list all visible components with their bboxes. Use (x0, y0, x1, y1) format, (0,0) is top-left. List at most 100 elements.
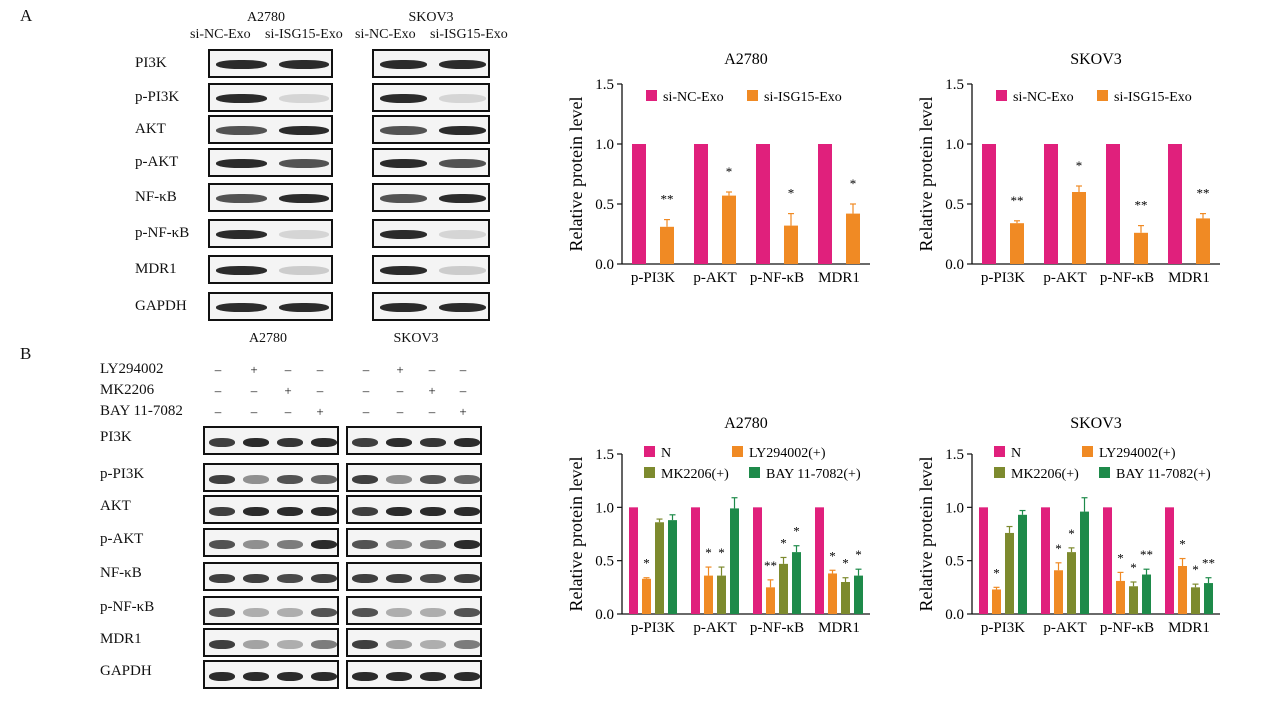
blot-row-label: AKT (135, 121, 166, 137)
blot-strip-p-nf-kb (208, 219, 333, 248)
legend-label: LY294002(+) (749, 446, 826, 461)
treatment-sign: – (214, 404, 222, 419)
bar (828, 573, 837, 614)
blot-band (454, 475, 480, 484)
blot-strip-akt (208, 115, 333, 144)
blot-strip-p-nf-kb (203, 596, 339, 625)
bar (992, 589, 1001, 614)
blot-band (439, 159, 486, 168)
cell-line-header-skov3: SKOV3 (408, 10, 454, 25)
blot-band (311, 475, 337, 484)
treatment-sign: – (459, 362, 467, 377)
blot-band (243, 475, 269, 484)
blot-band (311, 507, 337, 516)
blot-row-label: NF-κB (100, 565, 142, 581)
blot-strip-gapdh (372, 292, 490, 321)
blot-band (352, 475, 378, 484)
legend-swatch (732, 446, 743, 457)
legend-swatch (749, 467, 760, 478)
bar (779, 563, 788, 614)
blot-band (380, 126, 427, 135)
blot-band (278, 303, 329, 312)
significance-mark: ** (764, 558, 777, 573)
blot-band (311, 438, 337, 447)
significance-mark: * (793, 524, 800, 539)
bar (1134, 232, 1148, 264)
bar (730, 508, 739, 614)
significance-mark: ** (1135, 198, 1148, 213)
treatment-sign: + (459, 404, 467, 419)
blot-row-label: p-AKT (135, 154, 179, 170)
bar (1044, 144, 1058, 264)
y-tick-label: 1.0 (595, 137, 614, 153)
blot-band (352, 507, 378, 516)
blot-band (209, 640, 235, 649)
cell-line-header-a2780: A2780 (246, 10, 286, 25)
legend-swatch (1099, 467, 1110, 478)
y-tick-label: 0.5 (945, 197, 964, 213)
blot-row-label: GAPDH (100, 663, 152, 679)
blot-band (352, 540, 378, 549)
blot-band (209, 540, 235, 549)
blot-band (311, 640, 337, 649)
bar (1080, 511, 1089, 614)
legend-swatch (644, 446, 655, 457)
bar (704, 575, 713, 614)
blot-band (277, 438, 303, 447)
blot-band (216, 94, 267, 103)
legend-label: BAY 11-7082(+) (766, 467, 861, 482)
y-tick-label: 1.0 (945, 500, 964, 516)
blot-row-label: p-NF-κB (135, 225, 190, 241)
blot-band (352, 574, 378, 583)
legend-label: BAY 11-7082(+) (1116, 467, 1211, 482)
blot-band (277, 608, 303, 617)
panel-letter-a: A (20, 6, 33, 25)
blot-band (209, 672, 235, 681)
blot-band (278, 230, 329, 239)
treatment-sign: – (362, 383, 370, 398)
blot-band (439, 230, 486, 239)
blot-strip-p-akt (346, 528, 482, 557)
blot-band (420, 438, 446, 447)
bar (1010, 223, 1024, 264)
blot-strip-akt (372, 115, 490, 144)
blot-band (420, 640, 446, 649)
treatment-sign: + (284, 383, 292, 398)
treatment-sign: + (316, 404, 324, 419)
significance-mark: ** (1202, 556, 1215, 571)
treatment-sign: – (316, 362, 324, 377)
blot-band (352, 640, 378, 649)
blot-band (439, 126, 486, 135)
treatment-sign: – (362, 362, 370, 377)
blot-strip-p-akt (372, 148, 490, 177)
legend-label: MK2206(+) (1011, 467, 1079, 482)
y-tick-label: 1.5 (595, 447, 614, 463)
lane-label-si-nc: si-NC-Exo (355, 27, 416, 42)
significance-mark: * (643, 556, 650, 571)
x-tick-label: MDR1 (1168, 620, 1210, 636)
chart-title: SKOV3 (1070, 51, 1122, 68)
blot-band (278, 94, 329, 103)
bar (815, 507, 824, 614)
legend-label: N (1011, 446, 1021, 461)
blot-band (243, 540, 269, 549)
blot-band (209, 507, 235, 516)
y-axis-label: Relative protein level (566, 97, 586, 252)
bar (655, 522, 664, 614)
bar (792, 552, 801, 614)
blot-band (439, 266, 486, 275)
legend-swatch (996, 90, 1007, 101)
blot-strip-akt (203, 495, 339, 524)
lane-label-si-isg15: si-ISG15-Exo (265, 27, 343, 42)
cell-line-header-a2780: A2780 (248, 331, 288, 346)
bar (722, 195, 736, 264)
bar (1142, 574, 1151, 614)
blot-row-label: MDR1 (135, 261, 177, 277)
y-tick-label: 1.5 (945, 447, 964, 463)
blot-row-label: p-PI3K (135, 89, 180, 105)
legend-label: si-NC-Exo (663, 90, 724, 105)
blot-band (380, 60, 427, 69)
blot-band (278, 126, 329, 135)
blot-row-label: PI3K (135, 55, 167, 71)
treatment-sign: – (250, 383, 258, 398)
